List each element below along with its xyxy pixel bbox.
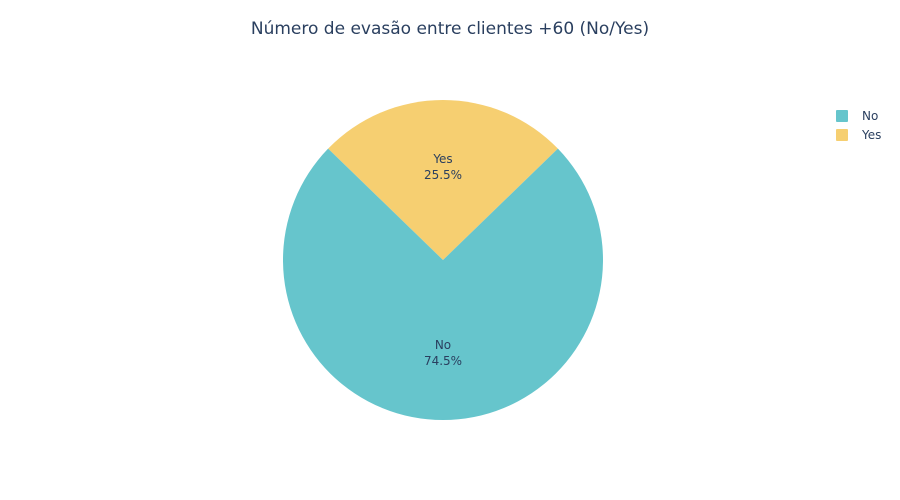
- slice-label-yes: Yes 25.5%: [424, 152, 462, 182]
- legend-swatch-yes: [836, 128, 848, 141]
- pie-slice-yes[interactable]: [328, 100, 558, 260]
- legend-item-no[interactable]: No: [836, 106, 881, 125]
- legend-swatch-no: [836, 109, 848, 122]
- pie-slice-no[interactable]: [283, 148, 603, 421]
- legend: No Yes: [836, 106, 881, 144]
- legend-label-yes: Yes: [862, 127, 882, 142]
- slice-label-no: No 74.5%: [424, 338, 462, 368]
- legend-item-yes[interactable]: Yes: [836, 125, 881, 144]
- chart-title: Número de evasão entre clientes +60 (No/…: [250, 19, 650, 39]
- legend-label-no: No: [862, 108, 879, 123]
